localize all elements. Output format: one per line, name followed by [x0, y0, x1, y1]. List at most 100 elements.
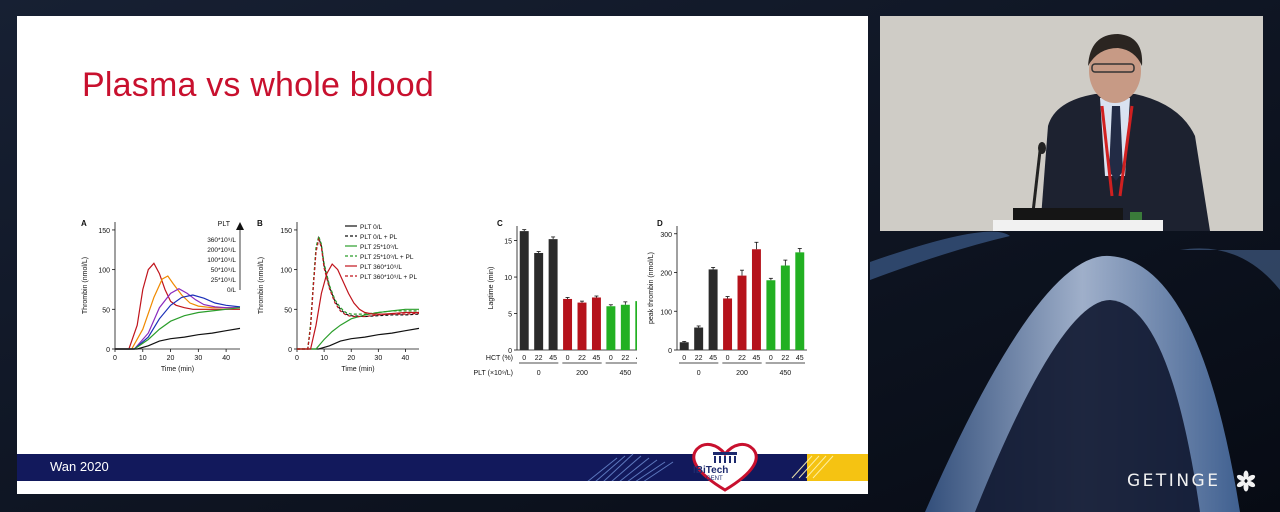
group-label: 0: [697, 370, 701, 377]
y-tick-label: 0: [668, 348, 672, 355]
plt-row-label: PLT (×10⁹/L): [473, 370, 513, 377]
x-tick-label: 22: [695, 355, 703, 362]
bar: [635, 301, 637, 350]
x-tick-label: 0: [295, 355, 299, 362]
x-tick-label: 20: [167, 355, 175, 362]
legend-item: 0/L: [227, 287, 236, 294]
group-label: 200: [736, 370, 748, 377]
group-label: 450: [779, 370, 791, 377]
bar: [577, 302, 587, 350]
y-axis-label: Thrombin (nmol/L): [82, 257, 89, 314]
y-axis-label: peak thrombin (nmol/L): [648, 252, 655, 324]
group-label: 200: [576, 370, 588, 377]
bar: [548, 239, 558, 350]
x-tick-label: 40: [222, 355, 230, 362]
arrow-up-icon: [236, 222, 244, 230]
footer-decoration: [586, 453, 868, 483]
x-tick-label: 22: [781, 355, 789, 362]
legend-title: PLT: [218, 221, 231, 228]
y-tick-label: 150: [98, 228, 110, 235]
bar: [606, 306, 616, 350]
y-tick-label: 0: [106, 347, 110, 354]
x-tick-label: 40: [402, 355, 410, 362]
presenter-image: [880, 16, 1263, 231]
series-line: [297, 327, 420, 350]
legend-item: PLT 25*10⁹/L + PL: [360, 254, 414, 261]
bar: [620, 304, 630, 350]
hct-row-label: HCT (%): [486, 355, 513, 362]
slide-title: Plasma vs whole blood: [82, 66, 434, 104]
bar: [795, 252, 805, 350]
y-tick-label: 150: [280, 228, 292, 235]
legend-item: 25*10⁹/L: [211, 277, 237, 284]
x-tick-label: 45: [709, 355, 717, 362]
legend-item: 100*10⁹/L: [207, 257, 236, 264]
bar: [591, 297, 601, 350]
bar: [766, 280, 776, 350]
legend-item: 50*10⁹/L: [211, 267, 237, 274]
bar: [708, 269, 718, 350]
x-tick-label: 22: [535, 355, 543, 362]
y-tick-label: 15: [504, 239, 512, 246]
legend-item: PLT 0/L + PL: [360, 234, 398, 241]
x-tick-label: 20: [347, 355, 355, 362]
y-tick-label: 5: [508, 312, 512, 319]
x-tick-label: 22: [621, 355, 629, 362]
y-tick-label: 300: [660, 232, 672, 239]
panel-label: A: [81, 219, 87, 228]
panel-label: C: [497, 219, 503, 228]
series-line: [115, 327, 241, 350]
logo-subtext: GENT: [706, 476, 723, 482]
x-tick-label: 0: [726, 355, 730, 362]
x-axis-label: Time (min): [161, 366, 194, 373]
presentation-slide: Plasma vs whole blood A 0 50 100 150 0 10 20 30 4…: [17, 16, 868, 494]
bar: [751, 249, 761, 350]
x-tick-label: 45: [636, 355, 637, 362]
group-label: 450: [619, 370, 631, 377]
bar: [723, 298, 733, 350]
ibitech-logo: IBiTech GENT: [687, 442, 763, 492]
y-tick-label: 200: [660, 271, 672, 278]
getinge-star-icon: [1236, 470, 1256, 492]
series-line: [115, 307, 241, 350]
legend-item: PLT 25*10⁹/L: [360, 244, 399, 251]
y-tick-label: 0: [508, 348, 512, 355]
x-tick-label: 22: [578, 355, 586, 362]
panel-label: B: [257, 219, 263, 228]
y-tick-label: 0: [288, 347, 292, 354]
x-tick-label: 45: [796, 355, 804, 362]
series-line: [115, 288, 240, 350]
series-line: [115, 262, 240, 350]
bar: [563, 298, 573, 350]
y-tick-label: 100: [280, 268, 292, 275]
y-axis-label: Thrombin (nmol/L): [258, 257, 265, 314]
x-tick-label: 30: [374, 355, 382, 362]
series-line: [115, 275, 240, 350]
bar: [519, 231, 529, 350]
group-label: 0: [537, 370, 541, 377]
y-tick-label: 50: [284, 307, 292, 314]
panel-label: D: [657, 219, 663, 228]
legend-item: PLT 360*10⁹/L + PL: [360, 274, 417, 281]
series-line: [297, 234, 419, 350]
bar: [780, 265, 790, 350]
x-tick-label: 30: [194, 355, 202, 362]
y-tick-label: 100: [98, 268, 110, 275]
heart-icon: [692, 442, 758, 492]
x-tick-label: 0: [522, 355, 526, 362]
legend-item: PLT 360*10⁹/L: [360, 264, 402, 271]
legend-item: PLT 0/L: [360, 224, 383, 231]
x-tick-label: 0: [566, 355, 570, 362]
x-tick-label: 10: [139, 355, 147, 362]
x-axis-label: Time (min): [341, 366, 374, 373]
y-tick-label: 50: [102, 307, 110, 314]
bar: [534, 252, 544, 350]
chart-panel-a: A 0 50 100 150 0 10 20 30 40 Time (min) Thrombin (n…: [81, 219, 244, 373]
chart-panel-b: B 0 50 100 150 0 10 20 30 40 Time (min) Thrombin (n…: [257, 219, 420, 373]
bar: [694, 327, 704, 350]
y-tick-label: 10: [504, 275, 512, 282]
x-tick-label: 45: [549, 355, 557, 362]
legend-item: 360*10⁹/L: [207, 237, 236, 244]
